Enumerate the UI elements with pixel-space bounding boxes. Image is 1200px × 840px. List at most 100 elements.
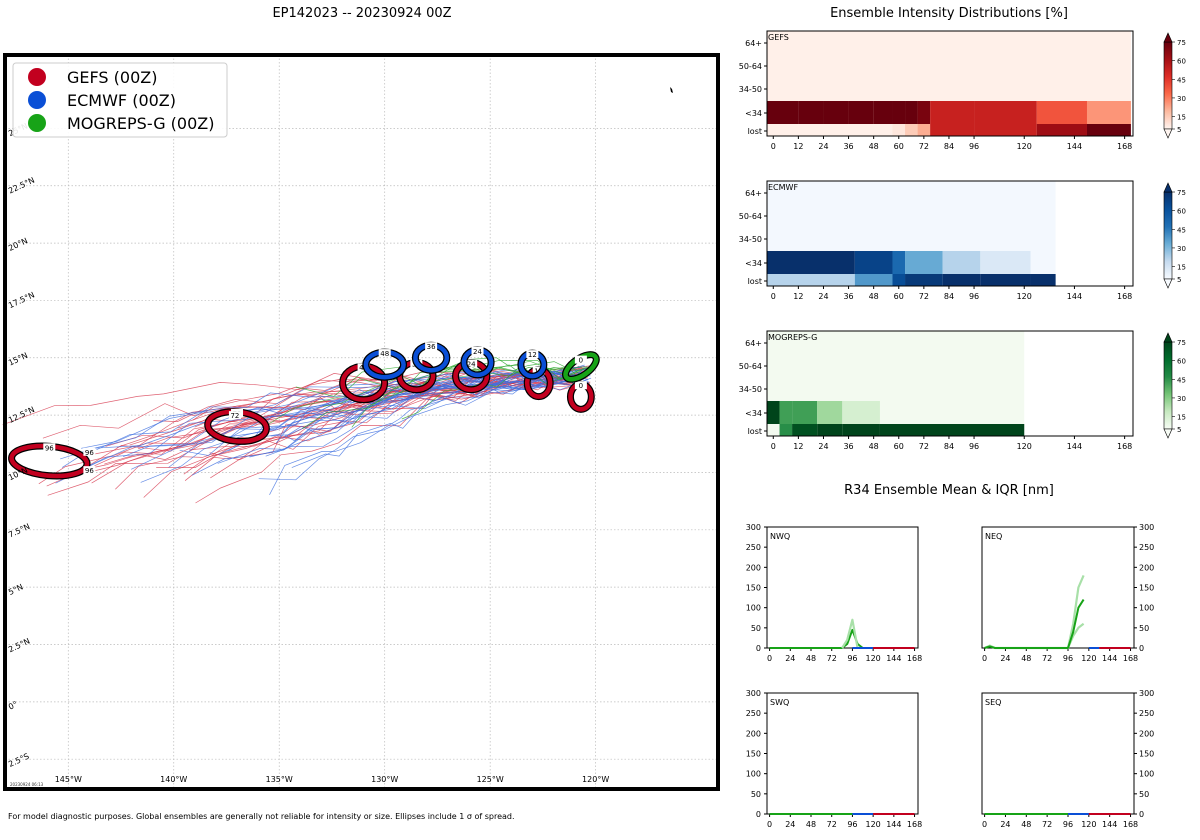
main-title: EP142023 -- 20230924 00Z — [272, 6, 451, 21]
tau-label: 48 — [380, 350, 389, 358]
heatmap-x-tick-label: 168 — [1117, 142, 1132, 151]
r34-y-tick-label: 150 — [746, 750, 761, 759]
heatmap-category-label: lost — [748, 427, 762, 436]
legend-marker-ecmwf — [28, 91, 46, 109]
heatmap-cell — [842, 401, 880, 424]
heatmap-x-tick-label: 120 — [1017, 292, 1032, 301]
heatmap-cell — [779, 424, 793, 436]
colorbar-tick-label: 45 — [1177, 76, 1186, 84]
tau-label-bg — [526, 350, 539, 359]
colorbar-extend-top — [1163, 32, 1173, 43]
heatmap-frame — [766, 30, 1134, 137]
heatmap-cell — [1036, 124, 1087, 136]
r34-x-tick-label: 24 — [1000, 820, 1010, 829]
heatmap-cell — [817, 424, 843, 436]
heatmap-cell — [873, 101, 893, 124]
heatmap-x-tick-label: 0 — [771, 142, 776, 151]
legend-label-ecmwf: ECMWF (00Z) — [67, 91, 176, 110]
heatmap-cell — [930, 124, 975, 136]
heatmap-x-tick-label: 120 — [1017, 442, 1032, 451]
heatmap-x-tick-label: 144 — [1067, 442, 1082, 451]
colorbar-tick-label: 60 — [1177, 58, 1186, 66]
r34-y-tick-label: 100 — [1139, 770, 1154, 779]
gefs-intensity-heatmap: GEFS 64+ 50-64 34-50 <34 lost 0 12 24 36 48 60 72 84 9… — [739, 30, 1186, 151]
heatmap-cell — [767, 101, 799, 124]
heatmap-x-tick-label: 24 — [818, 442, 828, 451]
lon-tick-label: 125°W — [477, 775, 504, 784]
heatmap-category-label: <34 — [745, 109, 762, 118]
r34-y-tick-label: 250 — [746, 543, 761, 552]
colorbar-extend-top — [1163, 332, 1173, 343]
r34-x-tick-label: 72 — [827, 820, 837, 829]
r34-x-tick-label: 0 — [982, 654, 987, 663]
r34-y-tick-label: 0 — [1139, 644, 1144, 653]
heatmap-category-label: lost — [748, 277, 762, 286]
r34-y-tick-label: 0 — [756, 644, 761, 653]
r34-x-tick-label: 168 — [907, 820, 922, 829]
heatmap-category-label: 50-64 — [739, 212, 762, 221]
r34-x-tick-label: 72 — [827, 654, 837, 663]
heatmap-category-label: 34-50 — [739, 85, 762, 94]
r34-x-tick-label: 48 — [1021, 820, 1031, 829]
heatmap-cell — [905, 124, 918, 136]
r34-x-tick-label: 48 — [1021, 654, 1031, 663]
heatmap-category-label: lost — [748, 127, 762, 136]
heatmap-category-label: 34-50 — [739, 385, 762, 394]
r34-y-tick-label: 250 — [1139, 709, 1154, 718]
tau-note-bg — [83, 466, 96, 475]
heatmap-cell — [1036, 101, 1087, 124]
r34-x-tick-label: 144 — [886, 654, 901, 663]
tau-label: 36 — [427, 343, 436, 351]
r34-x-tick-label: 144 — [1102, 654, 1117, 663]
heatmap-model-label: MOGREPS-G — [768, 333, 817, 342]
heatmap-model-label: ECMWF — [768, 183, 798, 192]
colorbar-tick-label: 5 — [1177, 426, 1181, 434]
heatmap-cell — [1086, 124, 1131, 136]
heatmap-cell — [905, 274, 943, 286]
gefs-member-track — [46, 372, 590, 487]
colorbar-tick-label: 5 — [1177, 126, 1181, 134]
colorbar-tick-label: 30 — [1177, 95, 1186, 103]
r34-y-tick-label: 100 — [746, 604, 761, 613]
heatmap-frame — [766, 330, 1134, 437]
heatmap-cell — [792, 401, 818, 424]
ecmwf-member-track — [140, 377, 581, 483]
r34-y-tick-label: 200 — [1139, 563, 1154, 572]
legend-box — [12, 62, 228, 138]
r34-y-tick-label: 50 — [1139, 790, 1149, 799]
r34-y-tick-label: 250 — [1139, 543, 1154, 552]
heatmap-cell — [930, 101, 975, 124]
tau-label-bg — [471, 346, 484, 355]
lon-tick-label: 120°W — [582, 775, 609, 784]
r34-panel-frame — [766, 692, 919, 815]
heatmap-x-tick-label: 48 — [869, 292, 879, 301]
r34-panel-frame — [766, 526, 919, 649]
r34-y-tick-label: 150 — [1139, 750, 1154, 759]
heatmap-x-tick-label: 72 — [919, 442, 929, 451]
colorbar — [1163, 191, 1173, 280]
r34-x-tick-label: 168 — [1123, 820, 1138, 829]
heatmap-cell — [917, 101, 931, 124]
footnote: For model diagnostic purposes. Global en… — [8, 812, 515, 821]
colorbar-tick-label: 15 — [1177, 114, 1186, 122]
heatmap-x-tick-label: 48 — [869, 442, 879, 451]
ecmwf-member-track — [217, 375, 591, 464]
r34-y-tick-label: 50 — [1139, 624, 1149, 633]
r34-series-line — [841, 618, 859, 649]
heatmap-cell — [974, 101, 1037, 124]
tau-label-bg — [574, 381, 587, 390]
r34-y-tick-label: 0 — [1139, 810, 1144, 819]
heatmap-cell — [854, 251, 893, 274]
r34-series-line — [769, 628, 864, 649]
heatmap-x-tick-label: 120 — [1017, 142, 1032, 151]
ecmwf-member-track — [265, 371, 590, 457]
heatmap-cell — [892, 274, 906, 286]
colorbar — [1163, 41, 1173, 130]
tau-note-label: 96 — [85, 449, 94, 457]
heatmap-category-label: 50-64 — [739, 62, 762, 71]
tau-label-bg — [378, 349, 391, 358]
r34-y-tick-label: 50 — [751, 624, 761, 633]
timestamp-stamp: 20230924 06:13 — [10, 782, 44, 787]
r34-quadrant-label: SEQ — [985, 698, 1001, 707]
